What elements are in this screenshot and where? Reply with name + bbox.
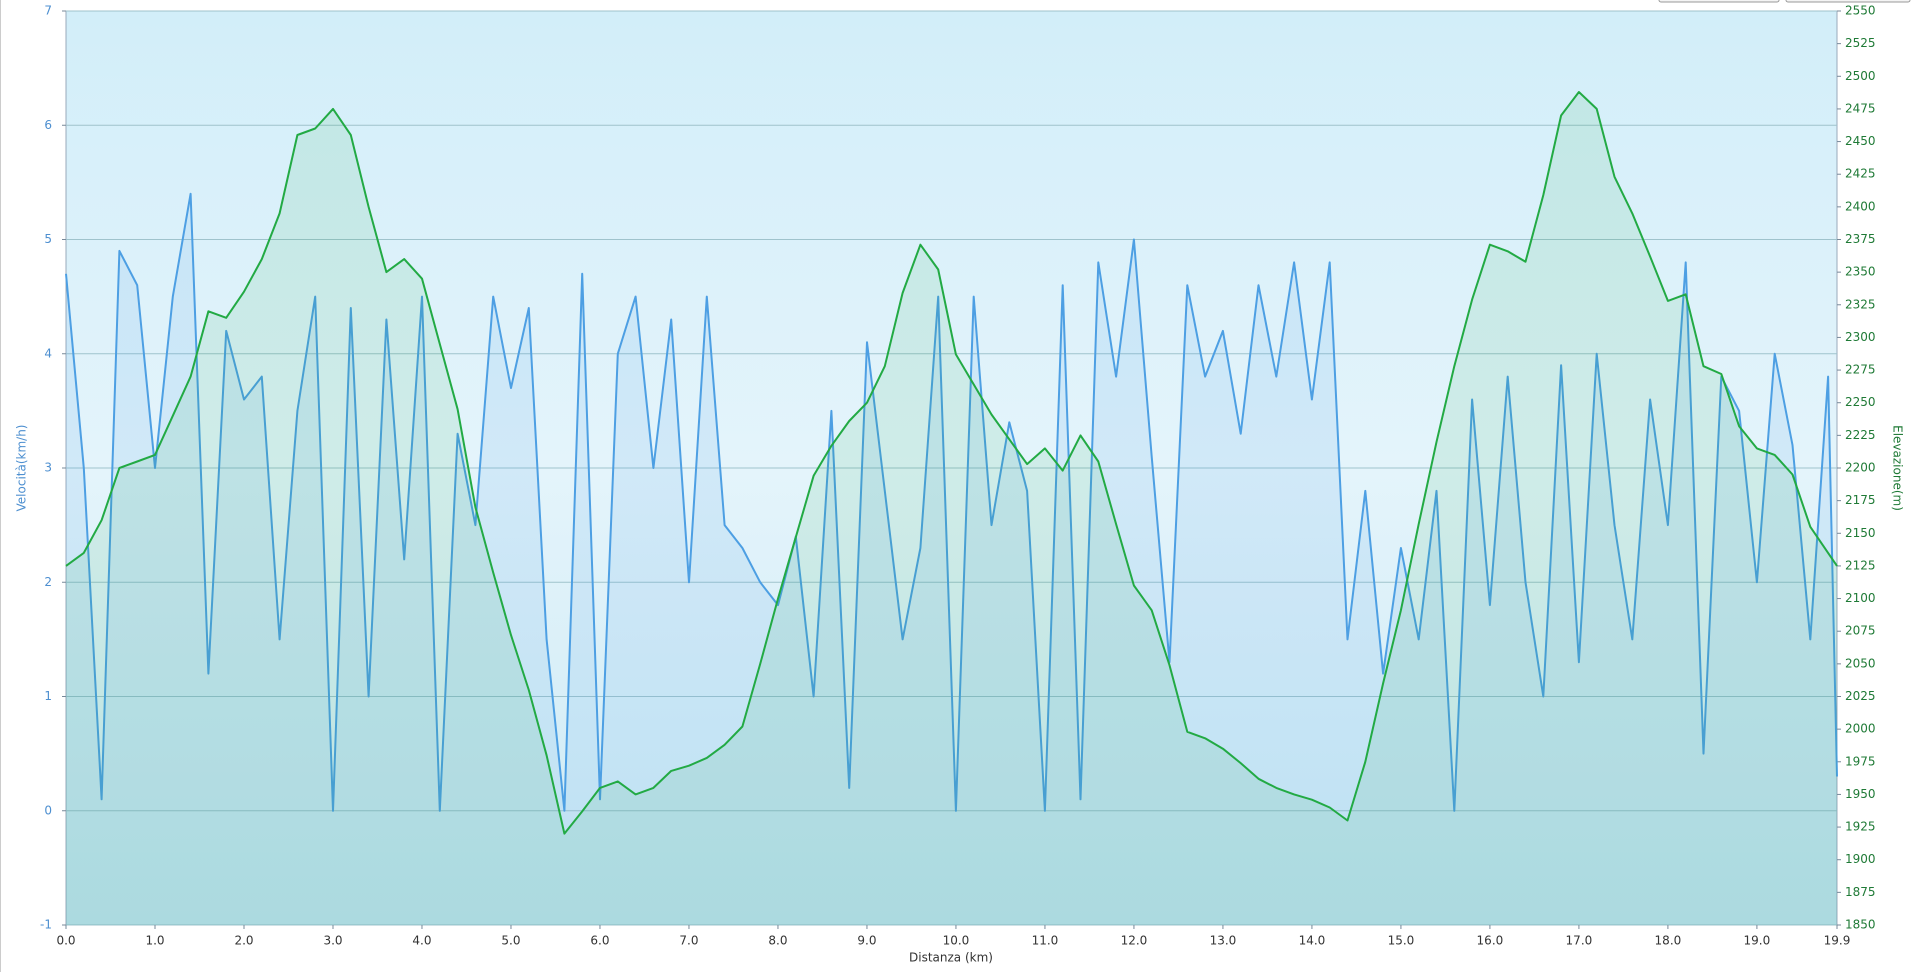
y-tick-label: 6: [44, 118, 52, 132]
speed-line: [65, 192, 1838, 812]
y-tick-label: -1: [40, 918, 52, 932]
y2-axis-title: Elevazione(m): [1891, 425, 1905, 511]
x-tick-label: 13.0: [1210, 934, 1237, 948]
x-tick-label: 16.0: [1477, 934, 1504, 948]
y2-tick-label: 2525: [1845, 36, 1876, 50]
y2-tick-label: 2400: [1845, 199, 1876, 213]
x-tick-label: 1.0: [145, 934, 164, 948]
y-tick-label: 3: [44, 461, 52, 475]
y2-tick-label: 2300: [1845, 330, 1876, 344]
y-tick-label: 1: [44, 689, 52, 703]
y-tick-label: 0: [44, 803, 52, 817]
x-axis-title: Distanza (km): [909, 951, 993, 965]
x-tick-label: 3.0: [323, 934, 342, 948]
x-tick-label: 19.0: [1744, 934, 1771, 948]
y2-tick-label: 1975: [1845, 754, 1876, 768]
y-tick-label: 4: [44, 346, 52, 360]
y2-tick-label: 2125: [1845, 558, 1876, 572]
y2-tick-label: 2500: [1845, 69, 1876, 83]
y2-tick-label: 2250: [1845, 395, 1876, 409]
y2-tick-label: 2425: [1845, 167, 1876, 181]
button[interactable]: [1785, 0, 1911, 3]
y2-tick-label: 1850: [1845, 918, 1876, 932]
y2-tick-label: 2375: [1845, 232, 1876, 246]
x-tick-label: 8.0: [768, 934, 787, 948]
y2-tick-label: 1950: [1845, 787, 1876, 801]
y2-tick-label: 2325: [1845, 297, 1876, 311]
y2-tick-label: 2175: [1845, 493, 1876, 507]
y2-tick-label: 2200: [1845, 461, 1876, 475]
x-tick-label: 19.9: [1824, 934, 1851, 948]
y-tick-label: 7: [44, 4, 52, 18]
y2-tick-label: 1875: [1845, 885, 1876, 899]
x-tick-label: 17.0: [1566, 934, 1593, 948]
y2-tick-label: 2025: [1845, 689, 1876, 703]
x-tick-label: 14.0: [1299, 934, 1326, 948]
y2-tick-label: 2100: [1845, 591, 1876, 605]
x-tick-label: 18.0: [1655, 934, 1682, 948]
x-tick-label: 6.0: [590, 934, 609, 948]
y2-tick-label: 2000: [1845, 722, 1876, 736]
y-axis-title: Velocità(km/h): [15, 425, 29, 512]
y-tick-label: 2: [44, 575, 52, 589]
y2-tick-label: 2350: [1845, 265, 1876, 279]
elevation-area: [66, 92, 1837, 925]
y2-tick-label: 2150: [1845, 526, 1876, 540]
y2-tick-label: 1900: [1845, 852, 1876, 866]
y2-tick-label: 2550: [1845, 4, 1876, 18]
y2-tick-label: 2275: [1845, 363, 1876, 377]
x-tick-label: 2.0: [234, 934, 253, 948]
x-tick-label: 15.0: [1388, 934, 1415, 948]
x-tick-label: 0.0: [56, 934, 75, 948]
y-tick-label: 5: [44, 232, 52, 246]
x-tick-label: 12.0: [1121, 934, 1148, 948]
elevation-line: [65, 91, 1838, 835]
x-tick-label: 7.0: [679, 934, 698, 948]
y2-tick-label: 2075: [1845, 624, 1876, 638]
y2-tick-label: 2450: [1845, 134, 1876, 148]
y2-tick-label: 1925: [1845, 820, 1876, 834]
x-tick-label: 9.0: [857, 934, 876, 948]
x-tick-label: 11.0: [1032, 934, 1059, 948]
y2-tick-label: 2475: [1845, 101, 1876, 115]
button[interactable]: [1658, 0, 1780, 3]
y2-tick-label: 2050: [1845, 656, 1876, 670]
x-tick-label: 5.0: [501, 934, 520, 948]
left-border: [0, 0, 1, 972]
x-tick-label: 10.0: [943, 934, 970, 948]
y2-tick-label: 2225: [1845, 428, 1876, 442]
x-tick-label: 4.0: [412, 934, 431, 948]
